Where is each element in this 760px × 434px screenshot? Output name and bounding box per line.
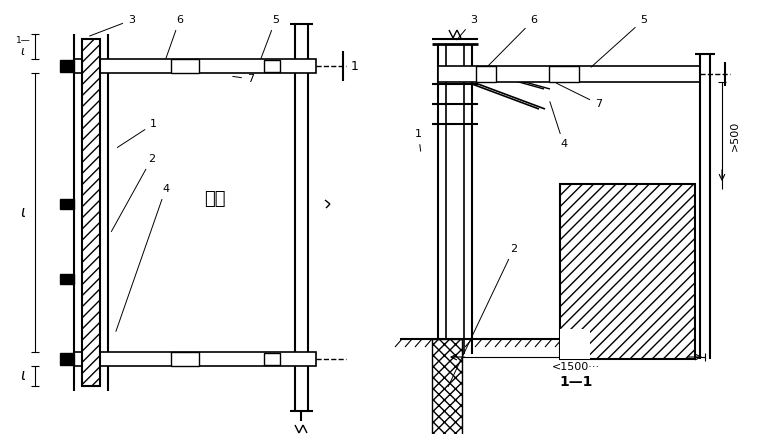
Text: 2: 2: [448, 244, 517, 387]
Text: 1: 1: [415, 129, 422, 151]
Text: 4: 4: [116, 184, 169, 332]
Bar: [74, 352, 316, 366]
Bar: [60, 199, 74, 209]
Text: 5: 5: [261, 15, 279, 59]
Text: 1—1: 1—1: [559, 375, 593, 389]
Text: 3: 3: [457, 15, 477, 40]
Text: 4: 4: [549, 102, 567, 149]
Text: 1: 1: [117, 119, 157, 148]
Text: <1500···: <1500···: [552, 362, 600, 372]
Bar: [60, 274, 74, 284]
Bar: [549, 66, 579, 82]
Bar: [264, 60, 280, 72]
Bar: [476, 66, 496, 82]
Bar: [432, 339, 462, 434]
Bar: [82, 39, 100, 386]
Text: ι: ι: [21, 205, 26, 220]
Text: >500: >500: [730, 120, 740, 151]
Bar: [60, 353, 74, 365]
Text: 3: 3: [90, 15, 135, 36]
Bar: [560, 329, 590, 359]
Text: 6: 6: [166, 15, 183, 59]
Text: 7: 7: [556, 83, 602, 109]
Bar: [264, 353, 280, 365]
Text: ι: ι: [21, 45, 25, 58]
Text: 6: 6: [488, 15, 537, 66]
Bar: [438, 66, 700, 82]
Text: 5: 5: [591, 15, 647, 67]
Text: 1: 1: [351, 59, 359, 72]
Bar: [74, 59, 316, 73]
Bar: [171, 59, 199, 73]
Text: 2: 2: [112, 154, 155, 232]
Text: 7: 7: [233, 74, 254, 84]
Bar: [60, 60, 74, 72]
Text: ι: ι: [21, 368, 26, 384]
Text: 结构: 结构: [204, 190, 226, 208]
Text: 1—: 1—: [16, 36, 30, 45]
Bar: [560, 184, 695, 359]
Bar: [171, 352, 199, 366]
